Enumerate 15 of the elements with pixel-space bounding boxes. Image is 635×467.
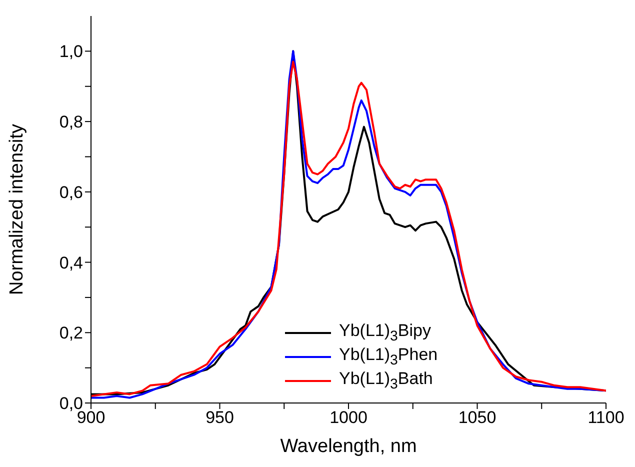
y-tick-label: 1,0 <box>59 42 83 62</box>
y-tick-label: 0,6 <box>59 182 83 202</box>
x-tick-label: 950 <box>206 408 234 428</box>
x-axis-title: Wavelength, nm <box>280 436 417 457</box>
legend-label: Yb(L1)$_{3}$Bath <box>339 369 433 393</box>
x-tick-label: 1050 <box>458 408 496 428</box>
y-tick-label: 0,2 <box>59 324 83 343</box>
y-axis-title: Normalized intensity <box>6 123 28 296</box>
legend-label: Yb(L1)$_{3}$Bipy <box>339 321 431 345</box>
y-tick-label: 0,8 <box>59 112 83 132</box>
x-tick-label: 1100 <box>588 408 624 428</box>
x-tick-label: 1000 <box>330 408 368 428</box>
legend-label: Yb(L1)$_{3}$Phen <box>339 345 438 369</box>
x-tick-label: 900 <box>76 408 106 428</box>
y-tick-label: 0,4 <box>59 253 83 272</box>
